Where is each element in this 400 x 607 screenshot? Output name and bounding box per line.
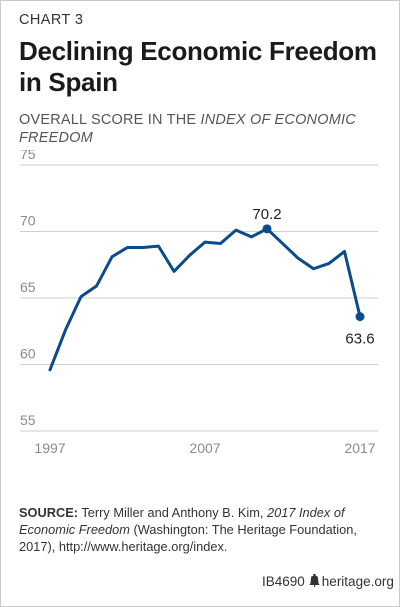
- source-text-2: (Washington: The Heritage Foundation, 20…: [19, 522, 357, 554]
- chart-subtitle: OVERALL SCORE IN THE INDEX OF ECONOMIC F…: [19, 111, 379, 147]
- x-axis-tick-labels: 1997 2007 2017: [34, 440, 375, 456]
- annotations: 70.2 63.6: [252, 206, 374, 348]
- grid-lines: [20, 164, 378, 432]
- x-tick-label: 2017: [344, 440, 375, 456]
- y-tick-label: 70: [20, 213, 36, 229]
- x-tick-label: 1997: [34, 440, 65, 456]
- liberty-bell-icon: [309, 574, 320, 590]
- footer: IB4690 heritage.org: [262, 574, 394, 590]
- highlight-point: [262, 224, 272, 234]
- series-line-0: [48, 227, 362, 372]
- chart-number: CHART 3: [19, 12, 84, 28]
- chart-title: Declining Economic Freedom in Spain: [19, 36, 377, 97]
- source-note: SOURCE: Terry Miller and Anthony B. Kim,…: [19, 504, 384, 555]
- y-tick-label: 55: [20, 412, 36, 428]
- source-italic-title: 2017 Index of Economic Freedom: [19, 505, 345, 537]
- subtitle-italic: INDEX OF ECONOMIC FREEDOM: [19, 112, 356, 146]
- line-chart: 55 60 65 70 75 1997 2007 2017 70.2 63.6: [20, 150, 378, 456]
- data-label: 63.6: [345, 331, 374, 348]
- source-text-1: Terry Miller and Anthony B. Kim,: [78, 505, 267, 520]
- site-name: heritage.org: [321, 574, 394, 589]
- y-axis-tick-labels: 55 60 65 70 75: [20, 150, 36, 428]
- x-tick-label: 2007: [189, 440, 220, 456]
- y-tick-label: 65: [20, 279, 36, 295]
- y-tick-label: 75: [20, 150, 36, 162]
- y-tick-label: 60: [20, 346, 36, 362]
- subtitle-plain: OVERALL SCORE IN THE: [19, 112, 201, 128]
- source-label: SOURCE:: [19, 505, 79, 520]
- highlight-point: [355, 312, 365, 322]
- series-line: [48, 227, 362, 372]
- data-label: 70.2: [252, 206, 281, 223]
- report-id: IB4690: [262, 574, 305, 589]
